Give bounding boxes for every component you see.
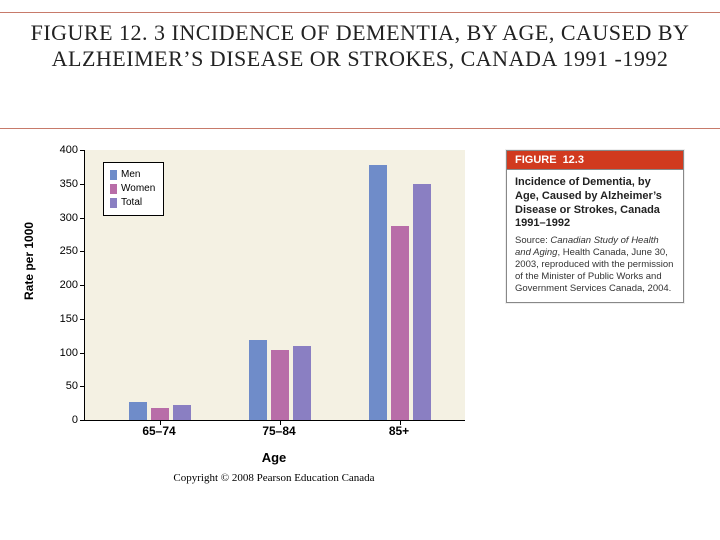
- source-prefix: Source:: [515, 235, 548, 246]
- y-tick-label: 150: [52, 313, 78, 325]
- y-tick-label: 350: [52, 178, 78, 190]
- x-tick-label: 75–84: [234, 424, 324, 438]
- y-tick-mark: [80, 184, 85, 185]
- caption-head-num: 12.3: [563, 154, 584, 166]
- plot-area: MenWomenTotal: [84, 150, 465, 421]
- content-area: Rate per 1000 050100150200250300350400 M…: [0, 150, 720, 520]
- bar: [369, 165, 387, 420]
- x-tick-label: 65–74: [114, 424, 204, 438]
- y-tick-mark: [80, 285, 85, 286]
- legend-label: Total: [121, 196, 142, 210]
- y-axis-label: Rate per 1000: [22, 222, 36, 300]
- y-tick-label: 200: [52, 279, 78, 291]
- bar: [413, 184, 431, 420]
- caption-body: Incidence of Dementia, by Age, Caused by…: [507, 170, 683, 302]
- y-tick-mark: [80, 150, 85, 151]
- legend-swatch: [110, 198, 117, 208]
- copyright-text: Copyright © 2008 Pearson Education Canad…: [84, 472, 464, 484]
- chart: Rate per 1000 050100150200250300350400 M…: [34, 150, 494, 480]
- bar: [391, 226, 409, 420]
- y-ticks: 050100150200250300350400: [52, 150, 82, 420]
- figure-caption-box: FIGURE 12.3 Incidence of Dementia, by Ag…: [506, 150, 684, 303]
- legend-label: Women: [121, 182, 155, 196]
- bar: [151, 408, 169, 420]
- caption-source: Source: Canadian Study of Health and Agi…: [515, 235, 675, 294]
- legend-item: Women: [110, 182, 155, 196]
- legend-label: Men: [121, 168, 140, 182]
- y-tick-label: 250: [52, 245, 78, 257]
- top-rule-2: [0, 128, 720, 129]
- y-tick-label: 400: [52, 144, 78, 156]
- bar: [271, 350, 289, 420]
- y-tick-mark: [80, 386, 85, 387]
- y-tick-mark: [80, 251, 85, 252]
- bar: [249, 340, 267, 420]
- y-tick-label: 100: [52, 347, 78, 359]
- top-rule-1: [0, 12, 720, 13]
- legend-swatch: [110, 184, 117, 194]
- caption-head-label: FIGURE: [515, 154, 557, 166]
- legend: MenWomenTotal: [103, 162, 164, 216]
- caption-title: Incidence of Dementia, by Age, Caused by…: [515, 176, 675, 231]
- caption-header: FIGURE 12.3: [507, 151, 683, 170]
- y-tick-label: 300: [52, 212, 78, 224]
- y-tick-label: 0: [52, 414, 78, 426]
- y-tick-label: 50: [52, 380, 78, 392]
- legend-swatch: [110, 170, 117, 180]
- bar-group: [115, 402, 205, 420]
- y-tick-mark: [80, 353, 85, 354]
- legend-item: Men: [110, 168, 155, 182]
- bar-group: [355, 165, 445, 420]
- bar: [293, 346, 311, 420]
- bar: [173, 405, 191, 420]
- y-tick-mark: [80, 420, 85, 421]
- x-tick-label: 85+: [354, 424, 444, 438]
- legend-item: Total: [110, 196, 155, 210]
- bar-group: [235, 340, 325, 420]
- y-tick-mark: [80, 319, 85, 320]
- y-tick-mark: [80, 218, 85, 219]
- x-axis-label: Age: [84, 450, 464, 465]
- bar: [129, 402, 147, 420]
